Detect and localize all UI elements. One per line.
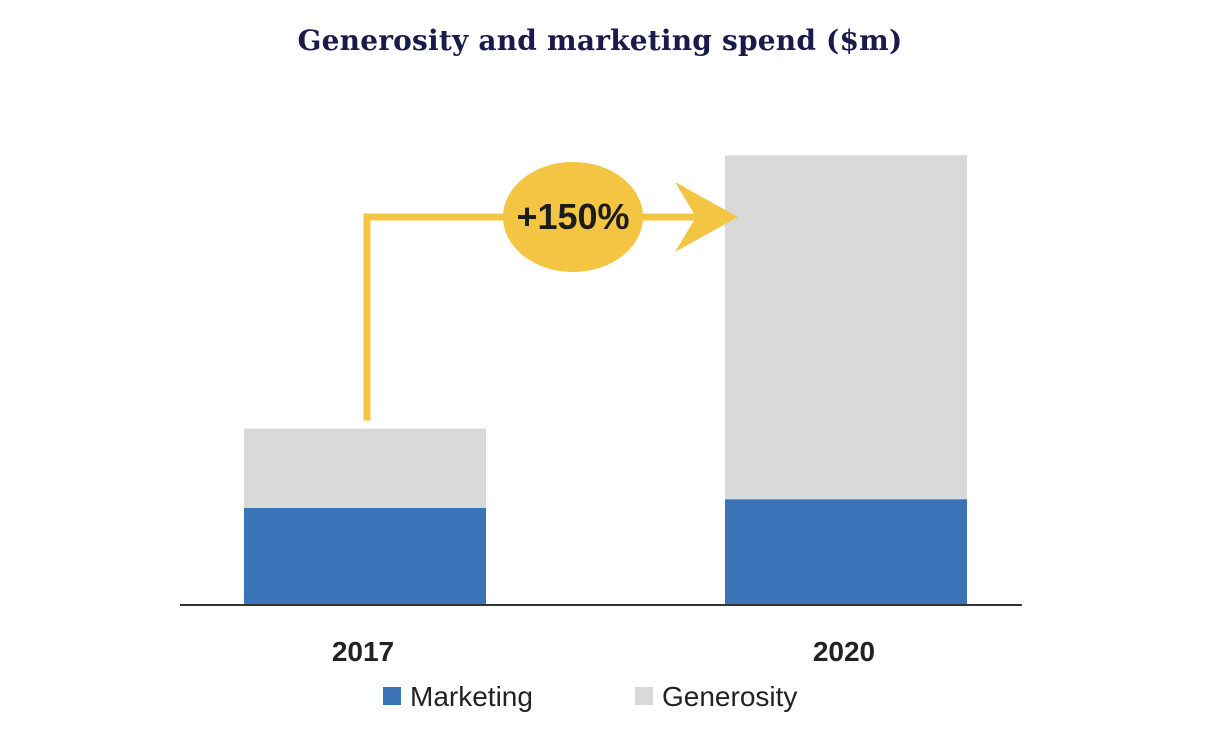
legend: Marketing Generosity — [383, 681, 797, 712]
growth-badge — [503, 162, 643, 272]
bar-marketing-2017 — [244, 508, 486, 605]
bar-generosity-2017 — [244, 428, 486, 508]
x-tick-label-2020: 2020 — [813, 636, 875, 667]
legend-label-marketing: Marketing — [410, 681, 533, 712]
x-axis-ticks: 2017 2020 — [332, 636, 875, 667]
bar-marketing-2020 — [725, 499, 967, 605]
legend-label-generosity: Generosity — [662, 681, 797, 712]
growth-annotation: +150% — [363, 162, 738, 421]
growth-percentage-label: +150% — [516, 196, 629, 237]
chart-title: Generosity and marketing spend ($m) — [297, 24, 903, 57]
bar-generosity-2020 — [725, 155, 967, 500]
legend-swatch-marketing — [383, 687, 401, 705]
legend-swatch-generosity — [635, 687, 653, 705]
x-tick-label-2017: 2017 — [332, 636, 394, 667]
bars-layer — [244, 155, 967, 605]
